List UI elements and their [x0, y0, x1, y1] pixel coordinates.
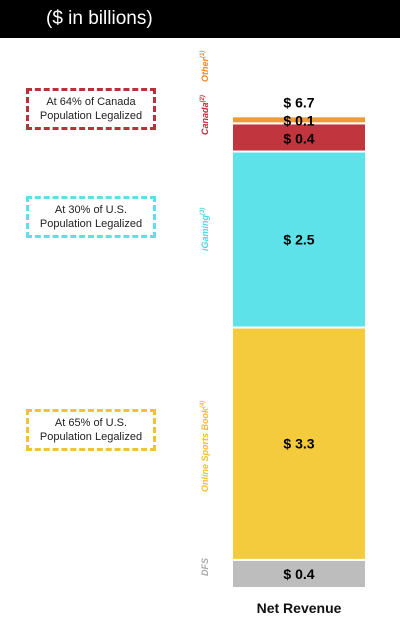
- units-title: ($ in billions): [46, 8, 153, 29]
- note-sportsbook: At 65% of U.S. Population Legalized: [26, 409, 156, 451]
- seg-sportsbook-name-label: Online Sports Book(4): [200, 400, 210, 492]
- total-value-label: $ 6.7: [283, 94, 314, 110]
- note-igaming: At 30% of U.S. Population Legalized: [26, 196, 156, 238]
- seg-canada-value-label: $ 0.4: [283, 130, 314, 146]
- seg-canada: [231, 122, 367, 153]
- header-bar: ($ in billions): [0, 0, 400, 38]
- note-canada: At 64% of Canada Population Legalized: [26, 88, 156, 130]
- seg-other-name-label: Other(1): [200, 50, 210, 82]
- seg-dfs-value-label: $ 0.4: [283, 566, 314, 582]
- seg-igaming-name-label: iGaming(3): [200, 207, 210, 251]
- seg-sportsbook-value-label: $ 3.3: [283, 436, 314, 452]
- seg-dfs: [231, 558, 367, 590]
- note-sportsbook-text: At 65% of U.S. Population Legalized: [39, 417, 143, 443]
- note-canada-text: At 64% of Canada Population Legalized: [39, 96, 143, 122]
- seg-igaming: [231, 150, 367, 329]
- seg-dfs-name-label: DFS: [200, 558, 210, 576]
- seg-other: [231, 115, 367, 125]
- seg-canada-name-label: Canada(2): [200, 95, 210, 135]
- note-igaming-text: At 30% of U.S. Population Legalized: [39, 204, 143, 230]
- seg-igaming-value-label: $ 2.5: [283, 232, 314, 248]
- x-axis-label: Net Revenue: [256, 600, 342, 616]
- seg-other-value-label: $ 0.1: [283, 112, 314, 128]
- seg-sportsbook: [231, 326, 367, 561]
